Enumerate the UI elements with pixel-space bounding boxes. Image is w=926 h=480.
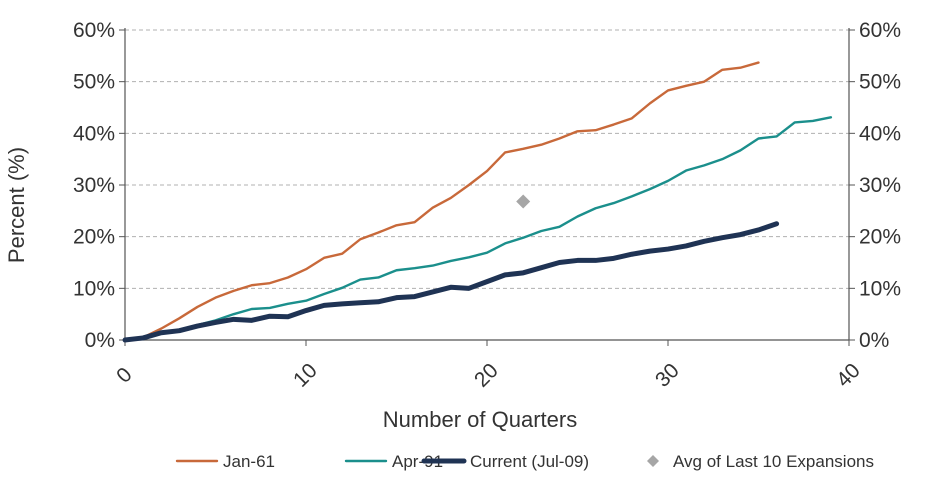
right-y-tick-label: 60% [859, 19, 901, 42]
series-line-current-jul-09 [122, 221, 780, 343]
legend-label-avg-of-last-10-expansions: Avg of Last 10 Expansions [673, 452, 874, 471]
right-y-tick-label: 10% [859, 277, 901, 300]
right-y-tick-label: 0% [859, 329, 889, 352]
y-axis-title: Percent (%) [4, 147, 29, 263]
series-line-jan-61 [123, 61, 760, 342]
left-y-tick-label: 30% [73, 174, 115, 197]
left-y-tick-label: 50% [73, 71, 115, 94]
left-y-tick-label: 40% [73, 122, 115, 145]
legend-label-current-jul-09: Current (Jul-09) [470, 452, 589, 471]
left-y-tick-label: 60% [73, 19, 115, 42]
legend-label-jan-61: Jan-61 [223, 452, 275, 471]
legend-label-apr-91: Apr-91 [392, 452, 443, 471]
x-tick-label: 20 [470, 359, 503, 392]
series-line-apr-91 [123, 116, 833, 342]
right-y-tick-label: 50% [859, 71, 901, 94]
data-point-avg-of-last-10-expansions [516, 194, 531, 209]
legend-swatch-avg-of-last-10-expansions [647, 455, 659, 467]
right-y-tick-label: 40% [859, 122, 901, 145]
right-y-tick-label: 20% [859, 226, 901, 249]
x-tick-label: 30 [651, 359, 684, 392]
left-y-tick-label: 0% [85, 329, 115, 352]
x-axis-title: Number of Quarters [383, 407, 577, 432]
x-tick-label: 10 [289, 359, 322, 392]
left-y-tick-label: 20% [73, 226, 115, 249]
left-y-tick-label: 10% [73, 277, 115, 300]
x-tick-label: 40 [832, 359, 865, 392]
right-y-tick-label: 30% [859, 174, 901, 197]
x-tick-label: 0 [112, 363, 137, 388]
